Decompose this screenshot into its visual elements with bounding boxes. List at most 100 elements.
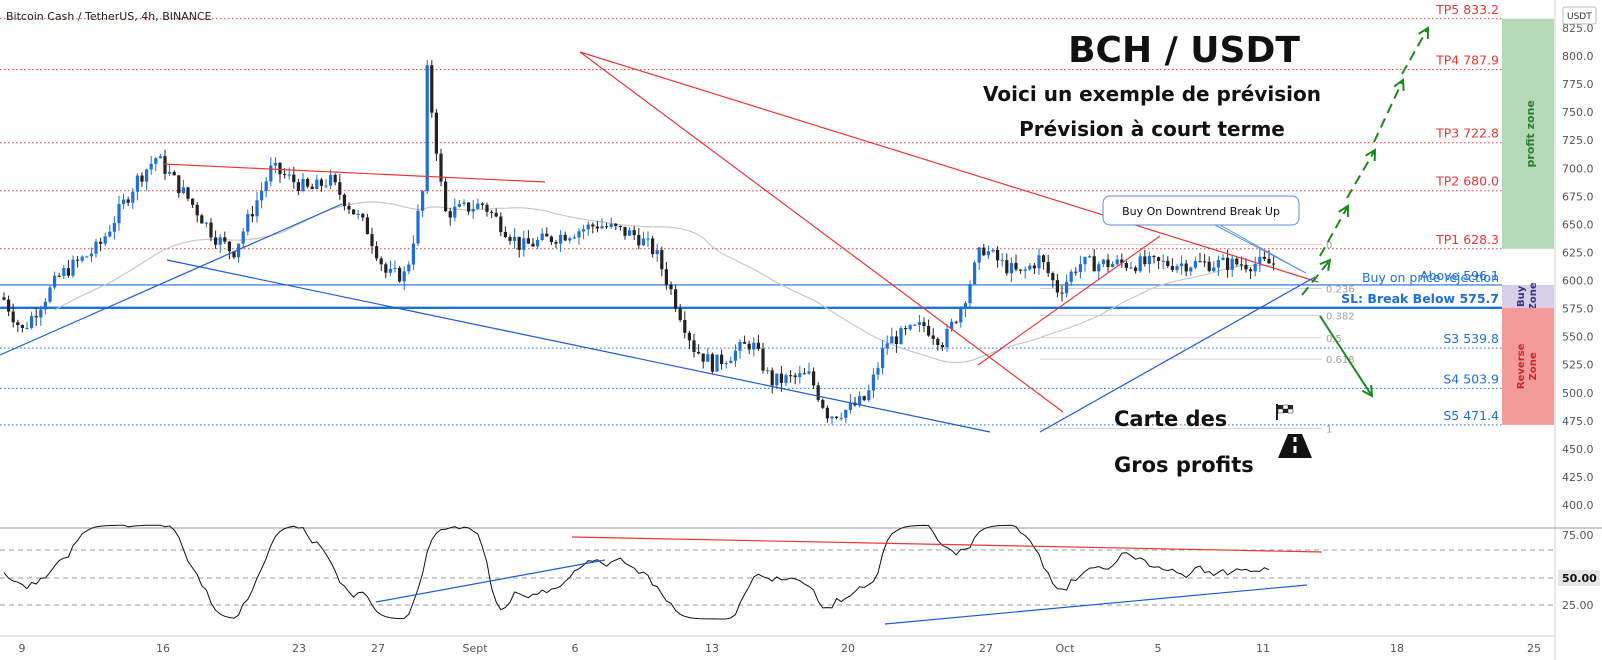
candle-body (692, 340, 696, 352)
candle-body (927, 326, 931, 336)
candle-body (894, 336, 898, 345)
time-tick-label: Sept (462, 642, 488, 655)
resistance-line-short (162, 163, 546, 183)
candle-body (660, 250, 664, 270)
candle-body (448, 211, 452, 218)
candle-body (57, 275, 61, 277)
candle-body (761, 348, 765, 371)
currency-label: USDT (1567, 12, 1592, 22)
chart-title: BCH / USDT (1068, 30, 1300, 71)
candle-body (16, 322, 20, 326)
price-tick-label: 725.0 (1562, 134, 1594, 147)
target-arrow-1 (1319, 205, 1349, 257)
candle-body (1078, 264, 1082, 273)
candle-body (411, 243, 415, 265)
price-tick-label: 650.0 (1562, 218, 1594, 231)
target-arrow-head-3 (1393, 78, 1405, 92)
candle-body (890, 336, 894, 344)
candle-body (802, 373, 806, 375)
footer-line-1: Carte des (1114, 407, 1227, 431)
candle-body (1134, 267, 1138, 272)
candle-body (250, 214, 254, 217)
candle-body (996, 249, 1000, 261)
candle-body (283, 174, 287, 176)
candle-body (223, 237, 227, 242)
time-tick-label: 11 (1256, 642, 1270, 655)
candle-body (881, 348, 885, 368)
rsi-tick-label: 75.00 (1562, 529, 1594, 542)
candle-body (885, 343, 889, 349)
candle-body (968, 284, 972, 304)
price-tick-label: 450.0 (1562, 443, 1594, 456)
candle-body (1009, 262, 1013, 274)
candle-body (1055, 280, 1059, 293)
candle-body (108, 231, 112, 237)
candle-body (1088, 256, 1092, 258)
candle-body (384, 264, 388, 273)
candle-body (821, 399, 825, 408)
target-arrow-head-4 (1418, 26, 1430, 40)
candle-body (71, 259, 75, 276)
rsi-tick-label: 25.00 (1562, 599, 1594, 612)
time-tick-label: 27 (979, 642, 993, 655)
candle-body (720, 354, 724, 365)
candle-body (467, 202, 471, 212)
candle-body (1258, 256, 1262, 265)
candle-body (605, 226, 609, 228)
candle-body (361, 213, 365, 218)
candle-body (959, 308, 963, 323)
candle-body (1092, 256, 1096, 272)
candle-body (931, 335, 935, 339)
candle-body (255, 200, 259, 217)
candle-body (973, 262, 977, 285)
candle-body (1023, 269, 1027, 271)
target-arrow-5 (1319, 315, 1373, 397)
level-label-tp5: TP5 833.2 (1435, 2, 1499, 17)
time-tick-label: 6 (572, 642, 579, 655)
target-arrows (1301, 26, 1430, 398)
candle-body (494, 212, 498, 217)
candle-body (609, 223, 613, 227)
candle-body (34, 316, 38, 318)
candle-body (62, 268, 66, 276)
level-label-tp1: TP1 628.3 (1435, 232, 1499, 247)
candle-body (674, 289, 678, 309)
zone-label-1-b: Zone (1528, 282, 1539, 310)
fib-label-2: 0.382 (1326, 311, 1355, 322)
resistance-line-steep (579, 51, 1064, 413)
fib-label-0: 0 (1326, 241, 1332, 252)
candle-body (53, 275, 57, 288)
candle-body (439, 153, 443, 182)
candle-body (218, 237, 222, 245)
candle-body (1143, 256, 1147, 265)
candle-body (365, 217, 369, 235)
candle-body (789, 375, 793, 377)
candle-body (991, 249, 995, 252)
candle-body (554, 242, 558, 244)
candle-body (25, 327, 29, 329)
candle-body (1249, 269, 1253, 272)
candle-body (1253, 264, 1257, 272)
candle-body (20, 325, 24, 328)
candle-body (1065, 281, 1069, 294)
candle-body (117, 204, 121, 224)
candle-body (1037, 255, 1041, 269)
candle-body (715, 354, 719, 372)
candle-body (954, 321, 958, 323)
candle-body (158, 156, 162, 159)
candle-body (770, 370, 774, 386)
zone-label-2-b: Zone (1528, 352, 1539, 380)
price-tick-label: 825.0 (1562, 22, 1594, 35)
candle-body (200, 215, 204, 224)
candle-body (30, 316, 34, 328)
level-label-sl: SL: Break Below 575.7 (1341, 291, 1499, 306)
candle-body (278, 162, 282, 175)
candle-body (11, 311, 15, 323)
candle-body (453, 206, 457, 218)
target-arrow-3 (1373, 79, 1404, 143)
candle-body (563, 234, 567, 241)
candle-body (457, 203, 461, 207)
time-tick-label: 23 (292, 642, 306, 655)
